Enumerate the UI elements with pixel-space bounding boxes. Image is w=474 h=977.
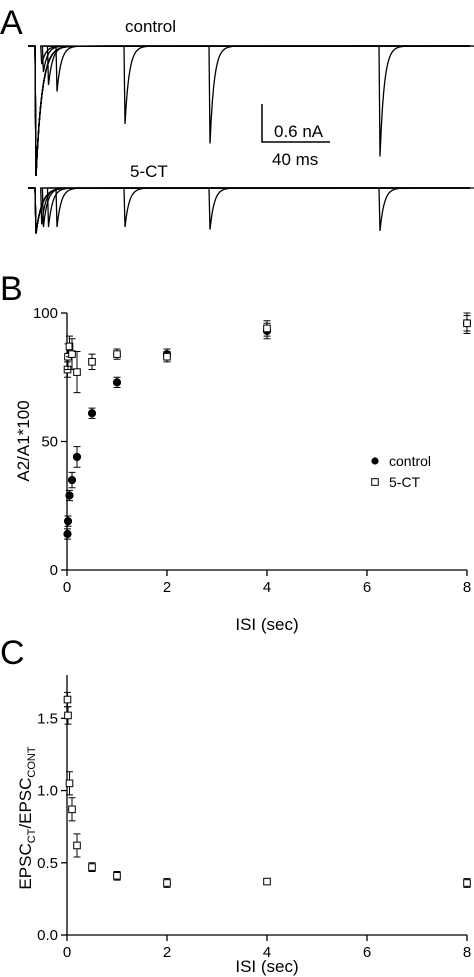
control-trace-2000ms xyxy=(28,45,471,177)
panel-b-chart: B A2/A1*100 ISI (sec) 0 50 100 0 2 4 6 8 contro… xyxy=(0,270,471,634)
panel-c-ylabel-sub1: CT xyxy=(26,828,38,843)
panel-c-series-point xyxy=(63,695,72,704)
control-trace-label: control xyxy=(125,17,176,36)
panel-b-axes: 0 50 100 0 2 4 6 8 xyxy=(33,305,471,596)
panel-b-x-tick-label: 4 xyxy=(263,579,271,596)
treatment-trace-100ms xyxy=(28,187,471,234)
panel-b-control-point xyxy=(63,517,73,526)
panel-c-x-tick-label: 2 xyxy=(163,944,171,961)
legend-control-label: control xyxy=(389,453,431,469)
panel-b-5-ct-point xyxy=(263,324,271,333)
panel-b-y-tick-label: 0 xyxy=(50,562,58,579)
panel-c-y-tick-label: 1.5 xyxy=(37,710,58,727)
panel-b-legend: control 5-CT xyxy=(371,453,431,490)
panel-b-5-ct-point xyxy=(68,350,76,358)
treatment-trace-1000ms xyxy=(28,187,471,234)
control-trace-100ms xyxy=(28,45,471,177)
panel-b-5-ct-point xyxy=(463,319,471,328)
panel-c-x-axis-title: ISI (sec) xyxy=(235,957,298,976)
scale-bar-current: 0.6 nA xyxy=(274,122,324,141)
panel-b-control-point xyxy=(112,378,122,387)
panel-b-5-ct-point xyxy=(65,342,74,351)
panel-b-label: B xyxy=(0,270,23,308)
treatment-traces xyxy=(28,187,474,234)
treatment-trace-20ms xyxy=(28,187,471,234)
control-trace-20ms xyxy=(28,45,471,177)
panel-c-series-point xyxy=(64,711,72,720)
control-trace-1000ms xyxy=(28,45,471,177)
control-trace-50ms xyxy=(28,45,471,177)
panel-c-y-tick-label: 1.0 xyxy=(37,783,58,800)
panel-c-ylabel-main: EPSC xyxy=(16,843,35,889)
panel-c-series-point xyxy=(88,863,96,871)
panel-b-y-tick-label: 100 xyxy=(33,305,58,322)
panel-c-series-point xyxy=(65,779,74,788)
treatment-trace-50ms xyxy=(28,187,471,234)
treatment-trace-10ms xyxy=(28,187,471,234)
panel-b-x-tick-label: 6 xyxy=(363,579,371,596)
panel-b-x-tick-label: 2 xyxy=(163,579,171,596)
panel-b-marks xyxy=(63,312,472,540)
panel-c-x-tick-label: 4 xyxy=(263,944,271,961)
treatment-trace-4000ms xyxy=(28,187,474,234)
panel-b-control-point xyxy=(67,475,77,485)
panel-b-control-point xyxy=(72,452,82,462)
panel-b-5-ct-point xyxy=(113,350,121,358)
panel-a-label: A xyxy=(0,4,23,42)
panel-b-5-ct-point xyxy=(73,368,81,376)
panel-c-y-tick-label: 0.0 xyxy=(37,927,58,944)
control-trace-10ms xyxy=(28,45,471,177)
panel-c-axes: 0.0 0.5 1.0 1.5 0 2 4 6 8 xyxy=(37,675,471,961)
panel-b-y-tick-label: 50 xyxy=(41,434,58,451)
treatment-trace-label: 5-CT xyxy=(130,162,168,181)
panel-c-chart: C EPSCCT/EPSCCONT ISI (sec) 0.0 0.5 1.0 1.5… xyxy=(0,634,471,976)
control-traces xyxy=(28,45,474,177)
panel-c-marks xyxy=(63,691,471,888)
control-trace-500ms xyxy=(28,45,471,177)
panel-c-series-point xyxy=(263,877,271,886)
scale-bar-time: 40 ms xyxy=(272,150,318,169)
panel-c-series-point xyxy=(73,841,81,850)
panel-b-5-ct-point xyxy=(88,358,96,366)
panel-c-x-tick-label: 6 xyxy=(363,944,371,961)
legend-5-ct-label: 5-CT xyxy=(389,474,421,490)
panel-c-ylabel-sub2: CONT xyxy=(26,746,38,777)
panel-c-series-point xyxy=(463,879,471,887)
panel-c-x-tick-label: 0 xyxy=(63,944,71,961)
panel-c-series-point xyxy=(68,805,76,814)
panel-b-x-axis-title: ISI (sec) xyxy=(235,615,298,634)
legend-control-marker xyxy=(371,457,379,465)
panel-b-5-ct-point xyxy=(163,352,171,361)
panel-a-traces: A control 5-CT 0.6 nA 40 ms xyxy=(0,4,474,234)
panel-c-ylabel-mid: /EPSC xyxy=(16,778,35,829)
panel-c-series-point xyxy=(113,871,121,880)
treatment-trace-500ms xyxy=(28,187,471,234)
panel-b-control-point xyxy=(63,529,72,539)
scale-bar-lines xyxy=(261,104,330,143)
panel-b-x-tick-label: 8 xyxy=(463,579,471,596)
panel-c-label: C xyxy=(0,634,25,672)
panel-c-series-point xyxy=(163,879,171,887)
legend-5-ct-marker xyxy=(371,478,379,486)
control-trace-4000ms xyxy=(28,45,474,177)
panel-c-y-axis-title: EPSCCT/EPSCCONT xyxy=(16,746,38,889)
treatment-trace-2000ms xyxy=(28,187,471,234)
scale-bar: 0.6 nA 40 ms xyxy=(261,104,330,169)
panel-b-control-point xyxy=(65,491,74,500)
panel-b-control-point xyxy=(87,409,97,418)
panel-b-x-tick-label: 0 xyxy=(63,579,71,596)
panel-c-x-tick-label: 8 xyxy=(463,944,471,961)
panel-c-y-tick-label: 0.5 xyxy=(37,855,58,872)
panel-b-y-axis-title: A2/A1*100 xyxy=(14,400,33,481)
